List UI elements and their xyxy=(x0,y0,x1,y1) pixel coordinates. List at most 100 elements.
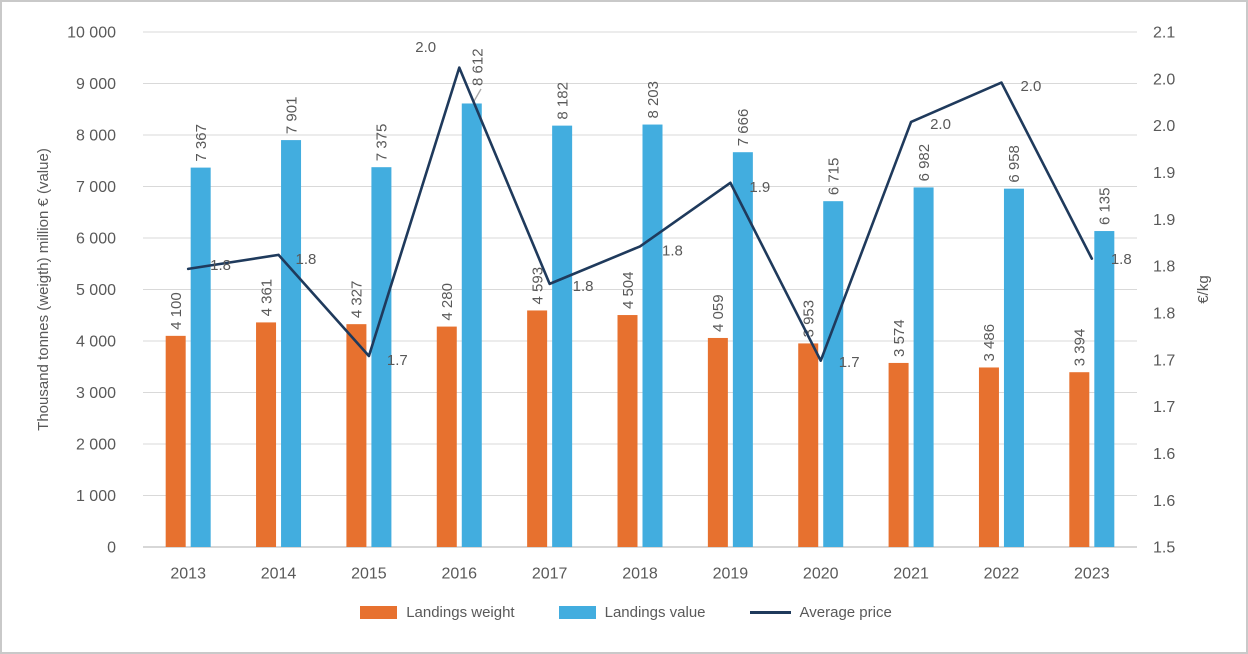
right-axis-tick-label: 1.8 xyxy=(1153,259,1175,276)
bar-landings-value xyxy=(1003,188,1024,547)
average-price-line xyxy=(186,66,1094,362)
bar-landings-value xyxy=(552,125,573,547)
bar-landings-weight xyxy=(527,310,548,547)
bar-value-label-landings-weight: 4 327 xyxy=(349,281,366,319)
bar-value-label-landings-value: 8 612 xyxy=(469,48,486,86)
legend-swatch-average-price xyxy=(749,611,791,614)
price-value-label: 1.9 xyxy=(749,179,770,196)
right-axis-tick-label: 2.1 xyxy=(1153,25,1175,42)
left-axis-tick-label: 5 000 xyxy=(76,282,116,299)
bar-landings-weight xyxy=(888,362,909,547)
right-axis-tick-label: 2.0 xyxy=(1153,71,1175,88)
x-axis-category-label: 2013 xyxy=(170,566,206,583)
left-axis-tick-label: 8 000 xyxy=(76,128,116,145)
left-axis-title: Thousand tonnes (weigth) million € (valu… xyxy=(35,148,52,431)
bar-landings-value xyxy=(823,201,844,548)
right-axis-tick-label: 1.7 xyxy=(1153,352,1175,369)
bar-value-label-landings-value: 8 182 xyxy=(554,82,571,120)
bar-value-label-landings-value: 6 982 xyxy=(916,144,933,182)
x-axis-category-label: 2015 xyxy=(351,566,387,583)
x-axis-category-label: 2023 xyxy=(1074,566,1110,583)
bar-landings-value xyxy=(371,167,392,547)
bar-value-label-landings-weight: 4 361 xyxy=(258,279,275,317)
right-axis-title: €/kg xyxy=(1195,275,1212,303)
bar-landings-value xyxy=(281,140,302,547)
bar-value-label-landings-weight: 4 504 xyxy=(620,271,637,309)
bar-value-label-landings-value: 7 666 xyxy=(735,109,752,147)
left-axis-tick-label: 1 000 xyxy=(76,488,116,505)
bar-value-label-landings-value: 6 135 xyxy=(1097,188,1114,226)
bar-landings-weight xyxy=(165,335,186,547)
bar-value-label-landings-weight: 4 593 xyxy=(529,267,546,305)
bar-value-label-landings-value: 7 367 xyxy=(193,124,210,162)
price-value-label: 2.0 xyxy=(930,116,951,133)
bar-landings-weight xyxy=(707,337,728,547)
legend-swatch-landings-weight xyxy=(360,606,398,619)
left-axis-tick-label: 10 000 xyxy=(67,25,116,42)
legend-item-average-price: Average price xyxy=(749,604,892,621)
x-axis-category-label: 2021 xyxy=(893,566,929,583)
bar-landings-value xyxy=(461,103,482,548)
left-axis-tick-label: 7 000 xyxy=(76,179,116,196)
legend-label-landings-value: Landings value xyxy=(604,604,706,621)
legend-label-average-price: Average price xyxy=(799,604,892,621)
right-axis-tick-label: 1.7 xyxy=(1153,399,1175,416)
price-value-label: 1.8 xyxy=(1111,251,1132,268)
right-axis-tick-label: 1.8 xyxy=(1153,306,1175,323)
price-value-label: 1.7 xyxy=(387,352,408,369)
bar-landings-weight xyxy=(617,315,638,547)
right-axis-tick-label: 1.6 xyxy=(1153,446,1175,463)
x-axis-category-label: 2019 xyxy=(713,566,749,583)
bar-landings-value xyxy=(913,187,934,547)
bar-landings-weight xyxy=(1069,372,1090,547)
price-value-label: 1.8 xyxy=(662,243,683,260)
bar-landings-weight xyxy=(346,324,367,547)
left-axis-tick-label: 9 000 xyxy=(76,76,116,93)
bar-value-label-landings-weight: 4 280 xyxy=(439,283,456,321)
right-axis-tick-label: 1.9 xyxy=(1153,165,1175,182)
legend-swatch-landings-value xyxy=(558,606,596,619)
bar-landings-weight xyxy=(978,367,999,547)
bar-value-label-landings-value: 8 203 xyxy=(645,81,662,119)
left-axis-tick-label: 3 000 xyxy=(76,385,116,402)
price-value-label: 1.8 xyxy=(210,257,231,274)
bar-value-label-landings-weight: 3 394 xyxy=(1072,329,1089,367)
legend-item-landings-weight: Landings weight xyxy=(360,604,515,621)
x-axis-category-label: 2016 xyxy=(441,566,477,583)
x-axis-category-label: 2017 xyxy=(532,566,568,583)
right-axis-tick-label: 1.9 xyxy=(1153,212,1175,229)
price-value-label: 1.8 xyxy=(573,278,594,295)
right-axis-tick-label: 1.6 xyxy=(1153,493,1175,510)
bar-landings-value xyxy=(190,167,211,548)
bar-landings-weight xyxy=(256,322,277,547)
legend-label-landings-weight: Landings weight xyxy=(406,604,515,621)
bar-value-label-landings-value: 7 375 xyxy=(374,124,391,162)
bar-value-label-landings-weight: 4 100 xyxy=(168,292,185,330)
bar-value-label-landings-value: 6 958 xyxy=(1006,145,1023,183)
price-value-label: 1.7 xyxy=(839,354,860,371)
bar-value-label-landings-weight: 3 953 xyxy=(800,300,817,338)
bar-landings-weight xyxy=(436,326,457,547)
bar-landings-value xyxy=(642,124,663,547)
x-axis-category-label: 2018 xyxy=(622,566,658,583)
bar-landings-value xyxy=(732,152,753,548)
price-value-label: 2.0 xyxy=(415,39,436,56)
price-value-label: 2.0 xyxy=(1020,78,1041,95)
price-value-label: 1.8 xyxy=(296,251,317,268)
bar-landings-value xyxy=(1094,231,1115,548)
bar-value-label-landings-weight: 3 486 xyxy=(981,324,998,362)
bar-value-label-landings-weight: 4 059 xyxy=(710,294,727,332)
left-axis-tick-label: 6 000 xyxy=(76,231,116,248)
bar-value-label-landings-value: 6 715 xyxy=(825,158,842,196)
bar-value-label-landings-value: 7 901 xyxy=(283,97,300,135)
bar-landings-weight xyxy=(798,343,819,547)
x-axis-category-label: 2014 xyxy=(261,566,297,583)
right-axis-tick-label: 1.5 xyxy=(1153,540,1175,557)
left-axis-tick-label: 4 000 xyxy=(76,334,116,351)
chart-legend: Landings weight Landings value Average p… xyxy=(2,604,1246,621)
legend-item-landings-value: Landings value xyxy=(558,604,706,621)
x-axis-category-label: 2022 xyxy=(984,566,1020,583)
left-axis-tick-label: 2 000 xyxy=(76,437,116,454)
left-axis-tick-label: 0 xyxy=(107,540,116,557)
